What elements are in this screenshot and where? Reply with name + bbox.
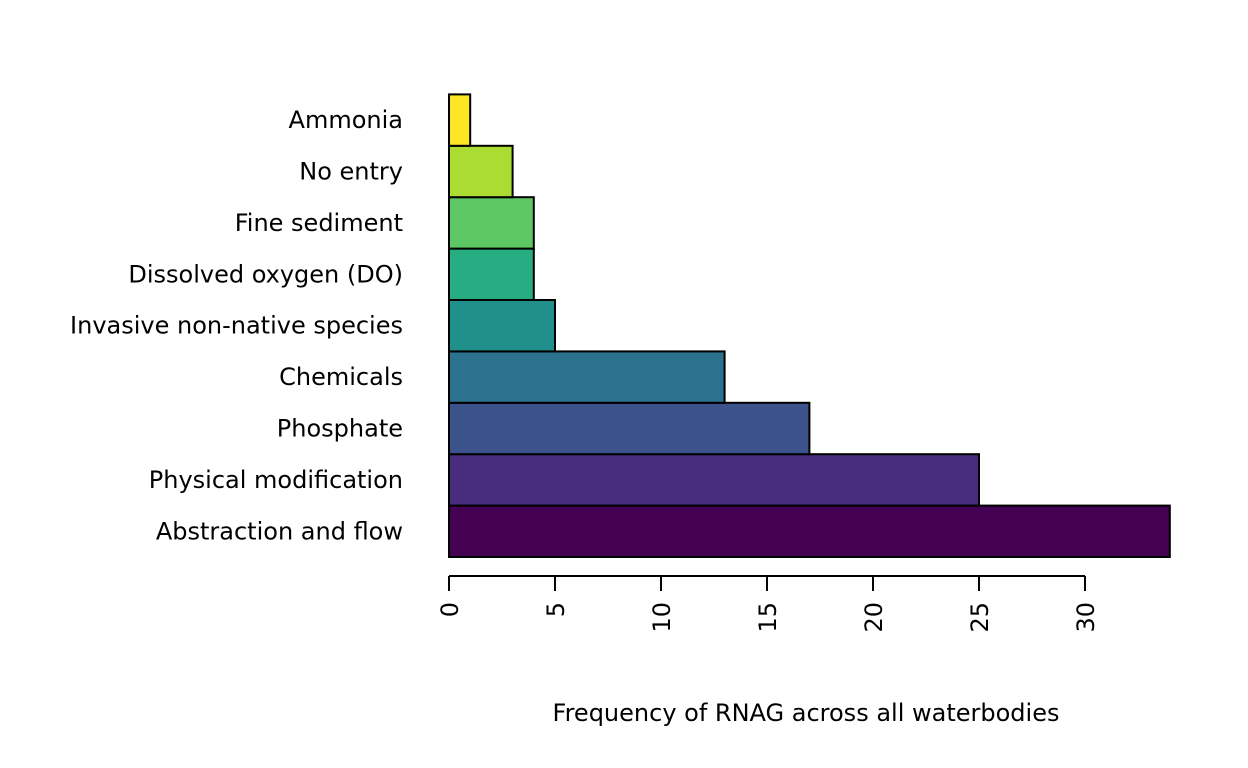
x-tick-label-10: 10 <box>648 602 676 633</box>
category-label-no-entry: No entry <box>299 158 403 186</box>
category-labels-group: Abstraction and flow Physical modificatio… <box>70 106 403 545</box>
bar-invasive-non-native-species <box>448 299 556 353</box>
x-tick-label-25: 25 <box>966 602 994 633</box>
x-axis-title: Frequency of RNAG across all waterbodies <box>553 699 1060 727</box>
bar-no-entry <box>448 144 514 199</box>
x-tick-label-0: 0 <box>436 602 464 617</box>
category-label-invasive-non-native-species: Invasive non-native species <box>70 312 403 340</box>
bar-physical-modification <box>448 453 980 507</box>
category-label-ammonia: Ammonia <box>289 106 403 134</box>
category-label-physical-modification: Physical modification <box>149 466 403 494</box>
x-tick-label-5: 5 <box>542 602 570 617</box>
x-tick-label-20: 20 <box>860 602 888 633</box>
category-label-phosphate: Phosphate <box>277 415 403 443</box>
category-label-fine-sediment: Fine sediment <box>235 209 403 237</box>
x-tick-label-15: 15 <box>754 602 782 633</box>
category-label-chemicals: Chemicals <box>279 363 403 391</box>
bar-ammonia <box>448 93 472 147</box>
bar-chemicals <box>448 350 726 404</box>
category-label-dissolved-oxygen-do: Dissolved oxygen (DO) <box>128 260 403 288</box>
bar-phosphate <box>448 401 811 456</box>
bars-group <box>448 93 1171 559</box>
bar-dissolved-oxygen-do <box>448 247 535 302</box>
bar-abstraction-and-flow <box>448 504 1171 559</box>
bar-fine-sediment <box>448 196 535 250</box>
x-axis: 0 5 10 15 20 25 30 <box>436 575 1100 633</box>
x-tick-label-30: 30 <box>1072 602 1100 633</box>
category-label-abstraction-and-flow: Abstraction and flow <box>156 517 403 545</box>
